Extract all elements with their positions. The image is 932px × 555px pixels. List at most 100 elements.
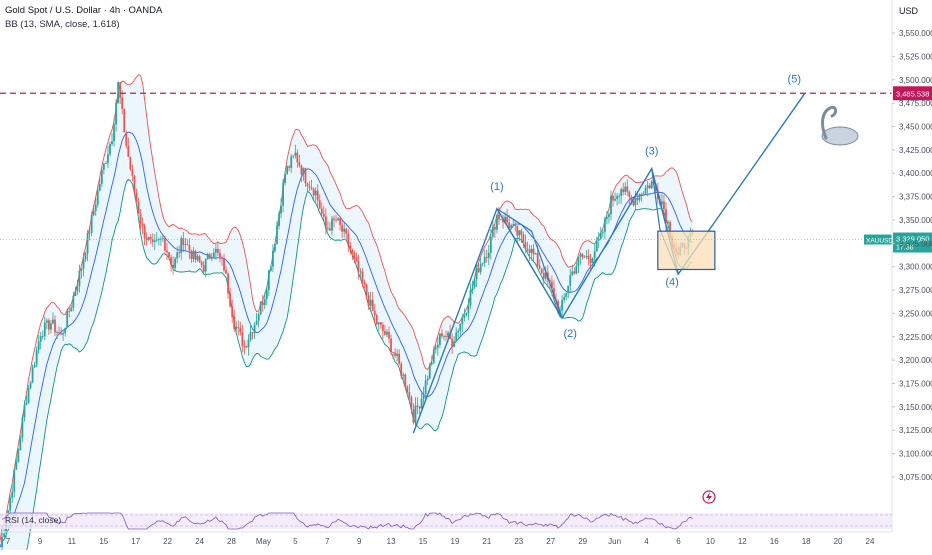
candle-body <box>634 198 637 206</box>
candle-body <box>251 332 254 334</box>
candle-body <box>496 214 498 230</box>
candle-body <box>475 268 478 280</box>
candle-body <box>145 237 148 240</box>
candle-body <box>337 218 339 220</box>
candle-body <box>141 223 144 227</box>
x-tick-label: 10 <box>706 537 715 546</box>
candle-body <box>534 253 537 255</box>
price-axis: USD3,550.0003,525.0003,500.0003,475.0003… <box>891 0 932 532</box>
y-tick-label: 3,275.000 <box>899 286 932 295</box>
wave-labels: (1) (2) (3) (4) (5) <box>490 74 801 340</box>
candle-body <box>355 257 358 262</box>
candle-body <box>377 322 380 325</box>
x-tick-label: 11 <box>68 537 77 546</box>
candle-body <box>445 336 447 337</box>
y-tick-label: 3,500.000 <box>899 76 932 85</box>
candle-body <box>595 240 598 252</box>
candle-body <box>443 336 445 337</box>
x-tick-label: 28 <box>227 537 236 546</box>
candle-body <box>310 187 313 189</box>
x-tick-label: 5 <box>293 537 298 546</box>
candle-body <box>172 264 175 269</box>
x-tick-label: 19 <box>451 537 460 546</box>
candle-body <box>286 166 289 174</box>
candle-body <box>123 108 126 133</box>
candle-body <box>72 295 75 308</box>
candle-body <box>593 251 596 259</box>
candle-body <box>202 265 205 272</box>
candle-body <box>151 239 154 242</box>
candle-body <box>80 268 83 271</box>
candle-body <box>544 272 547 279</box>
candle-body <box>29 382 32 389</box>
candle-body <box>233 317 236 330</box>
candle-body <box>241 332 244 347</box>
candle-body <box>50 323 52 330</box>
candle-body <box>225 270 227 274</box>
candle-body <box>489 236 492 253</box>
candle-body <box>363 281 366 285</box>
y-tick-label: 3,300.000 <box>899 263 932 272</box>
candle-body <box>532 248 535 255</box>
candle-body <box>253 324 256 334</box>
candle-body <box>349 245 352 250</box>
x-tick-label: 22 <box>163 537 172 546</box>
candle-body <box>603 218 606 232</box>
y-tick-label: 3,550.000 <box>899 29 932 38</box>
candle-body <box>111 141 113 144</box>
candle-body <box>278 213 280 226</box>
candle-body <box>357 261 360 272</box>
candle-body <box>439 333 441 345</box>
candle-body <box>9 497 12 511</box>
candle-body <box>520 230 523 235</box>
candle-body <box>612 196 614 201</box>
candle-body <box>516 225 519 236</box>
candle-body <box>139 213 142 224</box>
x-tick-label: 21 <box>482 537 491 546</box>
x-tick-label: 9 <box>357 537 362 546</box>
candle-body <box>569 275 572 286</box>
symbol-title: Gold Spot / U.S. Dollar · 4h · OANDA <box>5 5 163 16</box>
candle-body <box>589 258 592 263</box>
x-tick-label: May <box>256 537 271 546</box>
candle-body <box>96 190 99 205</box>
candle-body <box>333 218 335 220</box>
y-tick-label: 3,175.000 <box>899 380 932 389</box>
candle-body <box>70 307 73 312</box>
lightning-icon[interactable] <box>702 490 716 504</box>
consolidation-rectangle[interactable] <box>657 230 716 271</box>
candle-body <box>441 333 443 337</box>
candle-body <box>316 190 319 201</box>
swan-drawing-icon <box>821 105 859 146</box>
candle-body <box>86 233 89 254</box>
candle-body <box>245 346 248 348</box>
candle-body <box>186 244 189 246</box>
x-tick-label: 15 <box>99 537 108 546</box>
candle-body <box>25 403 28 405</box>
candle-body <box>548 280 551 282</box>
candle-body <box>416 405 419 407</box>
candle-body <box>628 191 631 197</box>
y-tick-label: 3,100.000 <box>899 450 932 459</box>
candle-body <box>469 290 472 306</box>
candle-body <box>227 273 230 294</box>
candle-body <box>601 231 604 234</box>
candle-body <box>341 225 344 232</box>
candle-body <box>471 287 474 291</box>
candle-body <box>247 339 250 348</box>
wave-label: (4) <box>665 276 678 288</box>
decorations <box>702 105 859 504</box>
candle-body <box>221 257 223 259</box>
candle-body <box>453 341 456 347</box>
bollinger-bands <box>0 74 693 555</box>
candle-body <box>467 305 470 313</box>
candle-body <box>563 297 566 300</box>
candle-body <box>164 237 166 251</box>
x-tick-label: 7 <box>325 537 330 546</box>
candle-body <box>618 195 621 197</box>
candle-body <box>147 237 150 240</box>
candle-body <box>528 249 531 253</box>
candle-body <box>608 214 610 217</box>
candle-body <box>60 333 62 335</box>
